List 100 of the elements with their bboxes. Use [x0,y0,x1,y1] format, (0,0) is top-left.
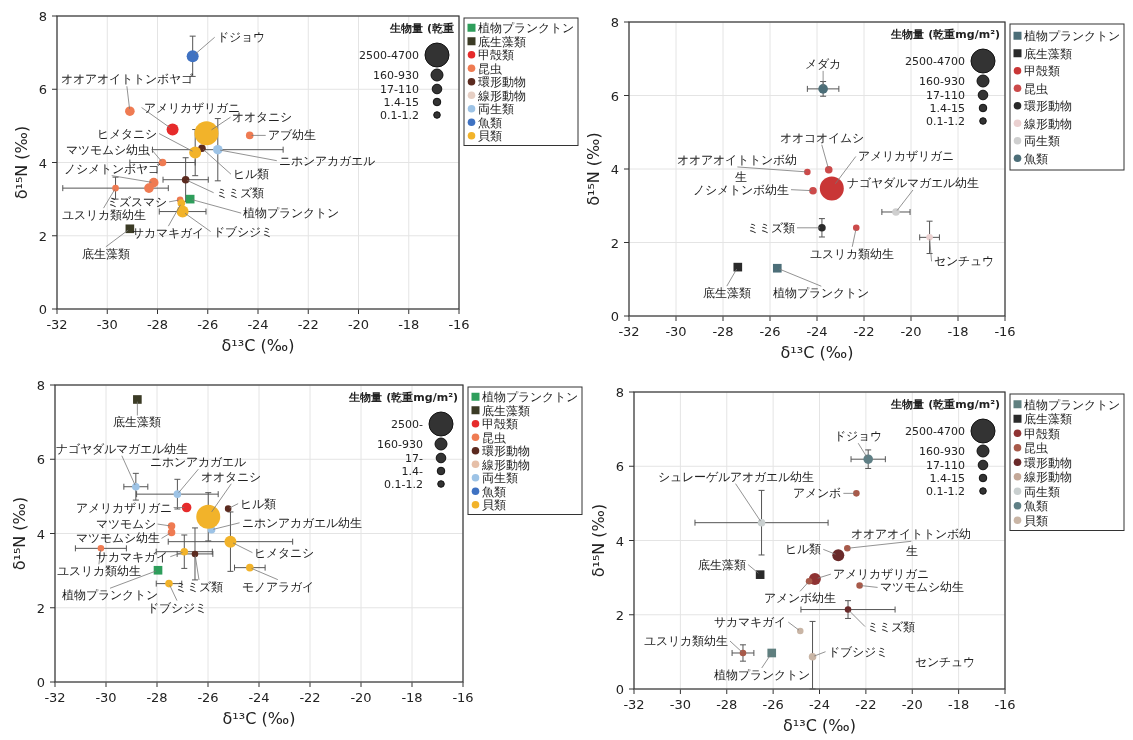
annotation: シュレーゲルアオガエル幼生 [657,469,814,484]
annotation: オオアオイトトンボ幼 [677,152,798,167]
legend-label: 底生藻類 [478,34,526,49]
y-tick-label: 6 [610,88,619,104]
y-tick-label: 8 [36,378,45,393]
annotation: ドジョウ [834,429,883,444]
x-tick-label: -16 [994,324,1016,339]
annotation: マツモムシ幼虫 [65,142,150,157]
legend-label: 環形動物 [1024,455,1072,470]
legend-label: 魚類 [478,115,502,130]
legend-label: 甲殻類 [478,48,514,63]
annotation: オオアオイトトンボ幼 [851,527,972,542]
annotation: ノシメトンボヤゴ [63,161,161,176]
legend-label: 1.4-15 [383,96,419,109]
annotation: アブ幼生 [267,128,316,143]
x-tick-label: -30 [95,690,117,705]
legend-label: 2500-4700 [359,49,419,62]
annotation: ミズスマシ [107,194,168,209]
annotation: ユスリカ類幼生 [643,633,728,648]
legend-label: 魚類 [1024,151,1048,166]
annotation: オオアオイトトンボヤゴ [60,72,194,87]
legend-label: 植物プランクトン [478,21,574,36]
x-tick-label: -24 [808,697,831,712]
legend-label: 昆虫 [482,430,506,445]
legend-title: 生物量 (乾重 [389,22,454,35]
annotation: ナゴヤダルマガエル幼生 [55,441,188,456]
legend-label: 1.4- [401,465,424,478]
y-tick-label: 0 [38,302,47,317]
legend-label: 17-110 [926,89,965,102]
y-tick-label: 2 [615,607,624,623]
legend-label: 0.1-1.2 [380,109,419,122]
legend-label: 両生類 [478,102,514,117]
legend-label: 0.1-1.2 [926,485,965,498]
annotation: マツモムシ幼生 [75,531,160,546]
annotation: ミミズ類 [867,619,916,634]
y-tick-label: 2 [36,600,45,616]
legend-label: 昆虫 [478,61,502,76]
legend-label: 2500-4700 [905,55,965,68]
legend-label: 1.4-15 [929,472,965,485]
x-tick-label: -22 [855,697,877,712]
annotation: サカマキガイ [96,549,169,564]
y-axis-title: δ¹⁵N (‰) [584,132,603,206]
x-tick-label: -26 [197,317,219,332]
annotation: 植物プランクトン [773,286,870,301]
legend-label: 線形動物 [477,88,526,103]
legend-label: 甲殻類 [1024,64,1060,79]
legend-label: 線形動物 [1023,116,1072,131]
y-tick-label: 4 [610,162,619,177]
legend-label: 2500- [391,418,424,431]
x-tick-label: -28 [716,697,738,712]
x-tick-label: -22 [297,317,319,332]
x-tick-label: -18 [401,690,423,705]
legend-label: 甲殻類 [482,417,518,432]
x-tick-label: -32 [44,690,66,705]
x-tick-label: -32 [623,697,645,712]
legend-label: 17-110 [926,459,965,472]
annotation: ヒル類 [785,542,822,557]
x-tick-label: -16 [452,690,474,705]
y-tick-label: 8 [38,9,47,24]
legend-label: 両生類 [1024,484,1060,499]
legend-label: 魚類 [482,484,506,499]
annotation: ドブシジミ [212,224,273,239]
annotation: アメリカザリガニ [75,500,172,515]
legend-label: 魚類 [1024,499,1048,514]
legend-label: 17- [405,452,424,465]
annotation: 生 [735,170,747,184]
legend-title: 生物量 (乾重mg/m²) [890,28,1000,41]
legend-label: 環形動物 [482,444,530,459]
legend-label: 160-930 [919,445,965,458]
annotation: ナゴヤダルマガエル幼生 [846,176,979,190]
annotation: ドジョウ [216,30,265,45]
annotation: オオコオイムシ [779,130,864,145]
legend-label: 貝類 [478,129,502,144]
y-tick-label: 8 [615,385,624,400]
legend-label: 0.1-1.2 [384,478,423,491]
annotation: ヒメタニシ [254,545,315,560]
annotation: アメンボ幼生 [764,591,837,606]
legend-label: 貝類 [1024,513,1048,528]
y-tick-label: 4 [615,533,624,549]
annotation: サカマキガイ [714,615,787,630]
legend-title: 生物量 (乾重mg/m²) [348,391,458,404]
x-tick-label: -18 [948,697,970,712]
x-tick-label: -20 [901,697,923,712]
x-tick-label: -18 [398,317,420,332]
legend-label: 植物プランクトン [482,390,578,405]
y-tick-label: 2 [610,235,619,251]
x-tick-label: -30 [665,324,687,339]
x-tick-label: -28 [146,317,169,332]
legend-label: 1.4-15 [929,102,965,115]
annotation: ミミズ類 [746,220,795,235]
x-tick-label: -24 [247,317,269,332]
x-tick-label: -20 [347,317,370,332]
x-tick-label: -26 [197,690,219,705]
legend-label: 線形動物 [1023,470,1072,485]
annotation: マツモムシ [95,517,156,532]
annotation: サカマキガイ [132,226,205,241]
annotation: ヒル類 [240,496,277,511]
annotation: モノアラガイ [241,579,314,594]
y-axis-title: δ¹⁵N (‰) [589,503,608,578]
y-axis-title: δ¹⁵N (‰) [10,496,29,571]
